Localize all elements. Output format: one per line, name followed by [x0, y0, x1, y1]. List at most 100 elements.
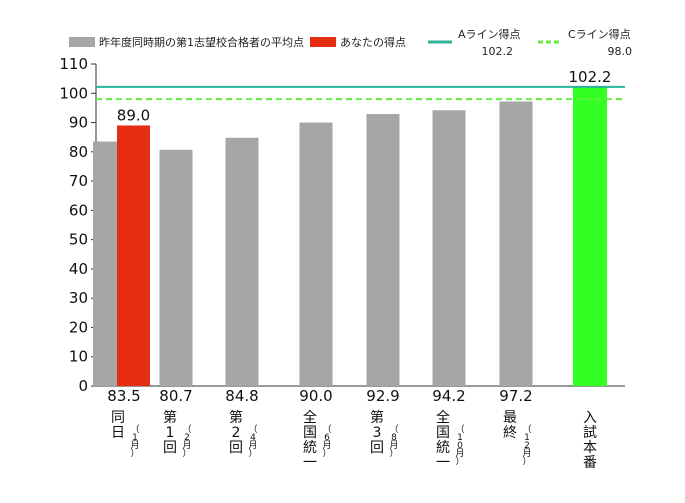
category-label-char: 第: [229, 409, 243, 426]
category-sub-label-char: 月: [389, 440, 398, 451]
category-sub-label-char: 月: [182, 440, 191, 451]
value-label-average: 94.2: [432, 387, 465, 405]
value-label-average: 90.0: [299, 387, 332, 405]
y-tick-label: 0: [78, 377, 88, 395]
legend-value-c: 98.0: [608, 45, 633, 58]
y-tick-label: 30: [69, 289, 88, 307]
category-label: 最終 （12月）: [503, 410, 532, 467]
category-sub-label-char: ）: [248, 448, 257, 459]
category-label: 第1回 （2月）: [163, 409, 192, 459]
bar-average: [225, 137, 259, 386]
category-sub-label-char: 2: [184, 433, 190, 443]
y-tick-label: 70: [69, 172, 88, 190]
category-sub-label-char: ）: [389, 448, 398, 459]
category-label-char: 試: [583, 425, 597, 441]
category-sub-label-char: （: [182, 424, 191, 435]
legend-swatch-your-score: [310, 37, 336, 47]
category-label-char: 回: [370, 440, 384, 456]
category-label-char: 日: [111, 425, 125, 441]
category-sub-label-char: （: [130, 424, 139, 435]
bars: [93, 86, 607, 387]
category-label-char: 最: [503, 410, 517, 426]
y-tick-label: 50: [69, 231, 88, 249]
value-label-average: 97.2: [499, 387, 532, 405]
y-tick-label: 10: [69, 348, 88, 366]
category-label-char: 一: [303, 455, 317, 471]
y-tick-label: 100: [59, 84, 88, 102]
reference-lines: [96, 85, 625, 101]
category-label-char: 回: [229, 440, 243, 456]
category-sub-label-char: 2: [524, 441, 530, 451]
category-sub-label-char: 6: [324, 433, 330, 443]
category-sub-label-char: 8: [391, 433, 397, 443]
value-labels: 89.0 102.2 83.5 80.7 84.8 90.0 92.9 94.2 97.2: [107, 68, 611, 405]
category-label-char: 3: [373, 425, 382, 441]
bar-average: [159, 149, 193, 386]
category-label: 第2回 （4月）: [229, 409, 258, 459]
category-sub-label-char: ）: [322, 448, 331, 459]
value-label-final-exam: 102.2: [569, 68, 612, 86]
category-label-char: 本: [583, 440, 597, 456]
category-label-char: 回: [163, 440, 177, 456]
y-tick-label: 40: [69, 260, 88, 278]
category-label-char: 国: [303, 425, 317, 441]
category-label-char: 終: [503, 425, 517, 441]
category-sub-label-char: （: [389, 424, 398, 435]
bar-average: [366, 114, 400, 386]
category-label-char: 第: [370, 409, 384, 426]
category-sub-label-char: ）: [182, 448, 191, 459]
category-label-char: 同: [111, 410, 125, 426]
bar-average: [499, 101, 533, 387]
category-sub-label-char: ）: [130, 448, 139, 459]
category-label-char: 入: [583, 410, 597, 426]
legend: 昨年度同時期の第1志望校合格者の平均点 あなたの得点 Aライン得点 102.2 …: [69, 28, 632, 58]
category-sub-label-char: 1: [132, 433, 138, 443]
y-tick-label: 60: [69, 201, 88, 219]
category-label-char: 一: [436, 455, 450, 471]
category-sub-label-char: 1: [457, 433, 463, 443]
category-sub-label-char: （: [248, 424, 257, 435]
category-sub-label-char: ）: [522, 456, 531, 467]
value-label-average: 80.7: [159, 387, 192, 405]
legend-label-c: Cライン得点: [568, 28, 631, 41]
bar-average: [299, 122, 333, 386]
bar-your-score: [117, 125, 150, 387]
category-label-char: 2: [232, 425, 241, 441]
y-axis: 0 10 20 30 40 50 60 70 80 90 100 110: [59, 55, 625, 395]
category-sub-label-char: （: [322, 424, 331, 435]
legend-label-your-score: あなたの得点: [340, 36, 406, 49]
category-label-char: 全: [436, 409, 450, 426]
category-sub-label-char: ）: [455, 456, 464, 467]
category-label: 同日 （1月）: [111, 410, 140, 459]
category-sub-label-char: 月: [522, 448, 531, 459]
category-label-char: 国: [436, 425, 450, 441]
category-sub-label-char: 4: [250, 433, 256, 443]
bar-final-exam: [573, 86, 607, 386]
value-label-average: 92.9: [366, 387, 399, 405]
y-tick-label: 80: [69, 143, 88, 161]
category-sub-label-char: 月: [455, 448, 464, 459]
value-label-average: 83.5: [107, 387, 140, 405]
y-tick-label: 20: [69, 318, 88, 336]
category-label-char: 全: [303, 409, 317, 426]
legend-label-a: Aライン得点: [458, 28, 521, 41]
bar-average: [432, 110, 466, 386]
category-labels: 同日 （1月）第1回（2月）第2回（4月）全国統一（6月）第3回（8月）全国統一（…: [111, 409, 597, 471]
category-label: 第3回 （8月）: [370, 409, 399, 459]
y-tick-label: 110: [59, 55, 88, 73]
category-label-char: 統: [436, 440, 450, 456]
category-label-char: 統: [303, 440, 317, 456]
legend-label-average: 昨年度同時期の第1志望校合格者の平均点: [99, 35, 304, 49]
category-sub-label-char: 月: [130, 440, 139, 451]
category-label-char: 第: [163, 409, 177, 426]
legend-value-a: 102.2: [482, 45, 514, 58]
category-label-char: 番: [583, 455, 597, 471]
legend-swatch-average: [69, 37, 95, 47]
category-label-char: 1: [166, 425, 175, 441]
value-label-your-score: 89.0: [117, 106, 150, 124]
value-label-average: 84.8: [225, 387, 258, 405]
